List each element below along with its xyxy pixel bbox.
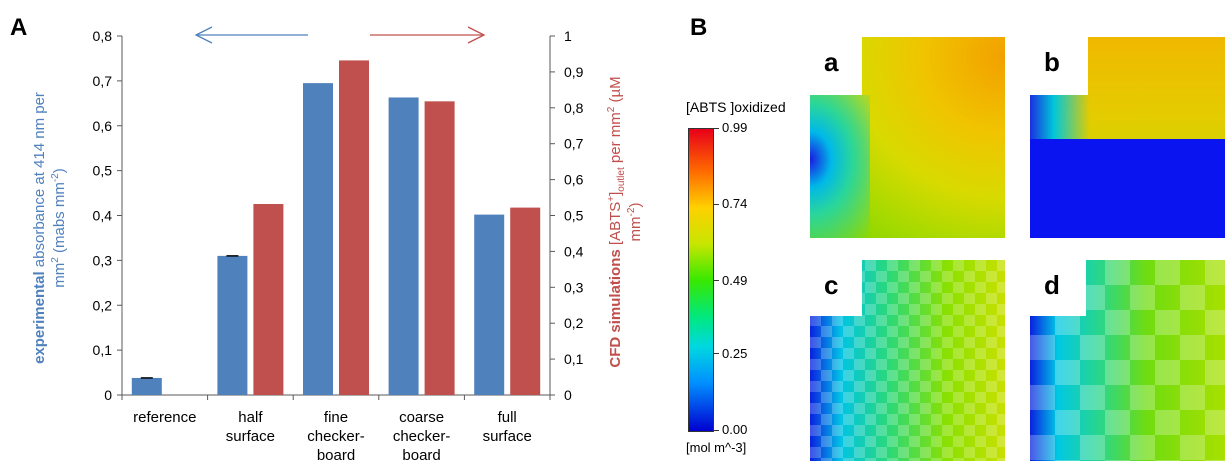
- subpanel-d: d: [1030, 260, 1225, 461]
- colorbar-tick-mark: [714, 353, 719, 355]
- subpanel-a: a: [810, 37, 1005, 238]
- subpanel-b-label: b: [1044, 47, 1060, 77]
- bar-simulation: [253, 204, 284, 395]
- left-tick-label: 0,3: [93, 252, 113, 268]
- colorbar-unit: [mol m^-3]: [686, 440, 747, 455]
- category-label: reference: [133, 409, 196, 426]
- subpanel-a-label: a: [824, 47, 839, 77]
- left-arrow-head: [194, 26, 213, 44]
- right-tick-label: 0,7: [564, 136, 584, 152]
- subpanel-d-label: d: [1044, 270, 1060, 300]
- colorbar-tick-mark: [714, 429, 719, 431]
- category-label: surface: [483, 428, 532, 445]
- subpanel-a-corner: [810, 37, 862, 95]
- subpanel-d-corner: [1030, 260, 1086, 316]
- left-tick-label: 0,2: [93, 297, 113, 313]
- category-label: checker-: [307, 428, 365, 445]
- bar-experimental: [388, 97, 419, 395]
- right-tick-label: 0,6: [564, 172, 584, 188]
- category-label: checker-: [393, 428, 451, 445]
- bar-experimental: [474, 214, 505, 395]
- colorbar-tick-label: 0.49: [722, 272, 748, 288]
- colorbar-tick-mark: [714, 280, 719, 282]
- colorbar-tick-mark: [714, 203, 719, 205]
- right-tick-label: 0,5: [564, 208, 584, 224]
- bar-experimental: [303, 83, 333, 396]
- right-axis-title-line2: mm-2): [626, 203, 644, 242]
- right-axis-title-line1: CFD simulations [ABTS+]outlet per mm2 (µ…: [606, 76, 627, 367]
- category-label: board: [402, 447, 440, 464]
- colorbar-tick-label: 0.25: [722, 345, 748, 361]
- left-tick-label: 0,1: [93, 342, 113, 358]
- category-label: fine: [324, 409, 348, 426]
- left-tick-label: 0,6: [93, 118, 113, 134]
- bar-chart: 0 0,1 0,2 0,3 0,4 0,5 0,6 0,7 0,8 0 0,1 0,2 0,3 0,4 0,…: [31, 26, 644, 464]
- panel-label-b: B: [690, 14, 708, 41]
- subpanel-b-corner: [1030, 37, 1088, 95]
- category-label: full: [498, 409, 517, 426]
- subpanel-c: c: [810, 260, 1005, 461]
- right-tick-label: 0,3: [564, 279, 584, 295]
- category-label: surface: [226, 428, 275, 445]
- left-axis-title-line2: mm2 (mabs mm-2): [50, 168, 68, 287]
- right-tick-label: 0,8: [564, 100, 584, 116]
- left-tick-label: 0,8: [93, 28, 113, 44]
- right-tick-label: 0,1: [564, 351, 584, 367]
- bar-simulation: [424, 101, 455, 395]
- right-tick-label: 0,2: [564, 315, 584, 331]
- right-tick-label: 0: [564, 387, 572, 403]
- category-label: half: [238, 409, 263, 426]
- colorbar-tick-label: 0.99: [722, 120, 748, 135]
- category-label: board: [317, 447, 355, 464]
- right-tick-label: 1: [564, 28, 572, 44]
- panel-label-a: A: [10, 14, 28, 41]
- bar-experimental: [131, 377, 162, 395]
- colorbar-tick-mark: [714, 127, 719, 129]
- left-tick-label: 0,5: [93, 163, 113, 179]
- colorbar: [688, 128, 714, 432]
- colorbar-tick-label: 0.74: [722, 196, 748, 212]
- left-tick-label: 0,7: [93, 73, 113, 89]
- bar-experimental: [217, 255, 248, 395]
- category-label: coarse: [399, 409, 444, 426]
- right-arrow-head: [467, 26, 486, 44]
- subpanel-b-inlet-gradient: [1030, 95, 1090, 139]
- colorbar-title: [ABTS ]oxidized: [686, 99, 786, 115]
- colorbar-tick-label: 0.00: [722, 422, 748, 437]
- subpanel-a-inlet-gradient: [810, 95, 870, 238]
- left-tick-label: 0: [104, 387, 112, 403]
- subpanel-c-corner: [810, 260, 862, 316]
- right-tick-label: 0,4: [564, 243, 584, 259]
- left-axis-title-line1: experimental absorbance at 414 nm per: [31, 92, 48, 364]
- right-tick-label: 0,9: [564, 64, 584, 80]
- bar-simulation: [339, 60, 369, 396]
- subpanel-c-label: c: [824, 270, 839, 300]
- bar-simulation: [510, 207, 541, 395]
- subpanel-b-inactive-half: [1030, 139, 1225, 238]
- left-tick-label: 0,4: [93, 208, 113, 224]
- subpanel-b: b: [1030, 37, 1225, 238]
